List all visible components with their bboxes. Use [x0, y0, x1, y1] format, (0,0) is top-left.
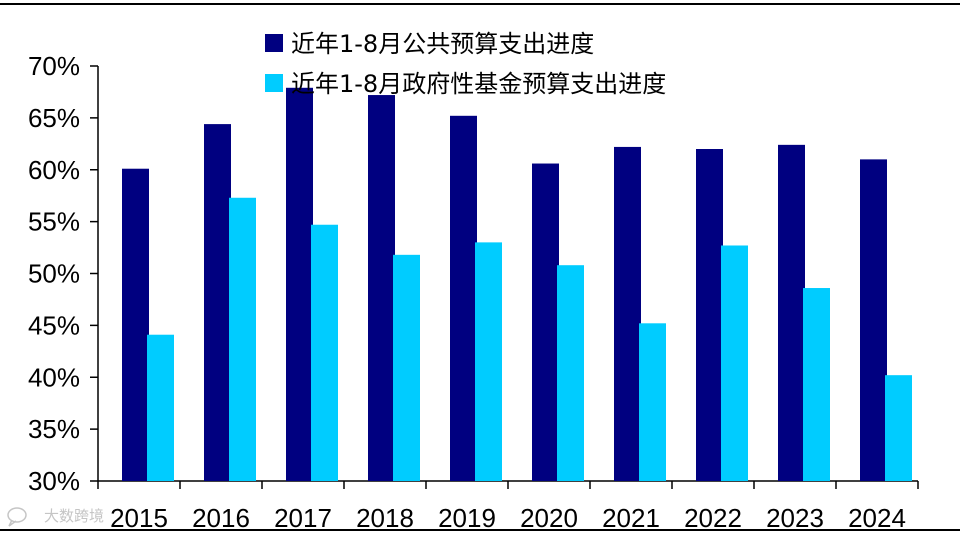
- x-tick-label: 2023: [766, 503, 824, 533]
- x-tick-label: 2018: [356, 503, 414, 533]
- x-tick-label: 2016: [192, 503, 250, 533]
- axes: 30% 35% 40% 45% 50% 55% 60% 65% 70% 2015 2016 2017 2…: [28, 51, 919, 533]
- bar-fund-budget: [311, 224, 338, 482]
- bar-fund-budget: [557, 265, 584, 481]
- x-tick-label: 2017: [274, 503, 332, 533]
- bar-fund-budget: [639, 323, 666, 481]
- bar-public-budget: [122, 168, 149, 481]
- bar-public-budget: [778, 144, 805, 481]
- chat-bubble-icon: [7, 507, 27, 527]
- bar-fund-budget: [475, 242, 502, 481]
- legend-label: 近年1-8月政府性基金预算支出进度: [291, 70, 666, 98]
- y-tick-label: 55%: [28, 207, 80, 237]
- legend-swatch: [265, 34, 283, 52]
- bar-fund-budget: [393, 254, 420, 481]
- watermark-text: 大数跨境: [44, 507, 104, 525]
- bar-fund-budget: [229, 197, 256, 481]
- watermark: 大数跨境: [7, 507, 104, 527]
- bar-public-budget: [286, 87, 313, 481]
- y-tick-label: 70%: [28, 51, 80, 81]
- y-tick-label: 35%: [28, 414, 80, 444]
- y-tick-label: 30%: [28, 466, 80, 496]
- x-tick-label: 2020: [520, 503, 578, 533]
- bar-public-budget: [614, 146, 641, 482]
- y-tick-label: 65%: [28, 103, 80, 133]
- bar-public-budget: [532, 163, 559, 481]
- bar-public-budget: [450, 115, 477, 482]
- x-tick-label: 2022: [684, 503, 742, 533]
- legend-label: 近年1-8月公共预算支出进度: [291, 30, 594, 58]
- bar-public-budget: [204, 124, 231, 481]
- bar-fund-budget: [885, 375, 912, 481]
- bar-public-budget: [368, 95, 395, 482]
- x-tick-label: 2015: [110, 503, 168, 533]
- bars: [122, 87, 912, 482]
- bar-fund-budget: [147, 334, 174, 481]
- x-tick-label: 2021: [602, 503, 660, 533]
- legend-swatch: [265, 74, 283, 92]
- x-tick-label: 2024: [848, 503, 906, 533]
- y-tick-label: 45%: [28, 310, 80, 340]
- bar-public-budget: [696, 149, 723, 481]
- y-tick-label: 50%: [28, 259, 80, 289]
- bar-fund-budget: [803, 288, 830, 481]
- y-tick-label: 40%: [28, 362, 80, 392]
- x-tick-label: 2019: [438, 503, 496, 533]
- bar-fund-budget: [721, 245, 748, 481]
- bar-public-budget: [860, 159, 887, 481]
- y-tick-label: 60%: [28, 155, 80, 185]
